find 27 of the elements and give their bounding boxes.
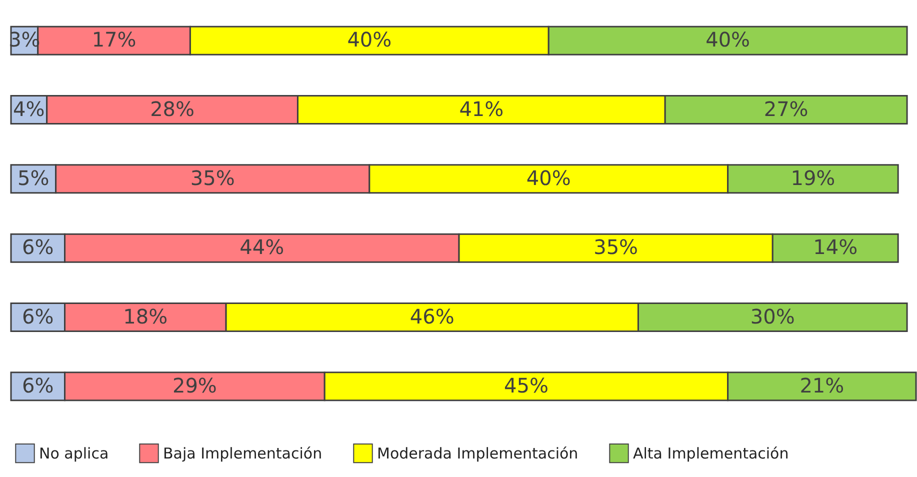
data-label: 18% [123,304,168,328]
data-label: 19% [790,166,836,190]
legend-label: Baja Implementación [163,444,322,462]
data-label: 27% [764,96,808,121]
legend-label: Moderada Implementación [377,444,578,462]
data-label: 6% [22,373,54,398]
data-label: 28% [150,96,195,121]
legend-label: Alta Implementación [633,444,789,462]
data-label: 40% [526,166,571,190]
data-label: 21% [800,373,844,398]
data-label: 46% [410,304,454,328]
data-label: 29% [172,373,217,398]
data-label: 40% [706,28,750,52]
data-label: 30% [750,304,795,328]
data-label: 4% [13,96,45,121]
legend-label: No aplica [39,444,109,462]
data-label: 35% [190,166,235,190]
data-label: 5% [18,166,50,190]
data-label: 45% [504,373,548,398]
data-label: 35% [594,235,638,260]
data-label: 6% [22,235,54,260]
data-label: 14% [813,235,858,260]
data-label: 40% [347,28,392,52]
data-label: 17% [92,28,136,52]
data-label: 6% [22,304,54,328]
data-label: 41% [459,96,504,121]
data-label: 44% [240,235,284,260]
